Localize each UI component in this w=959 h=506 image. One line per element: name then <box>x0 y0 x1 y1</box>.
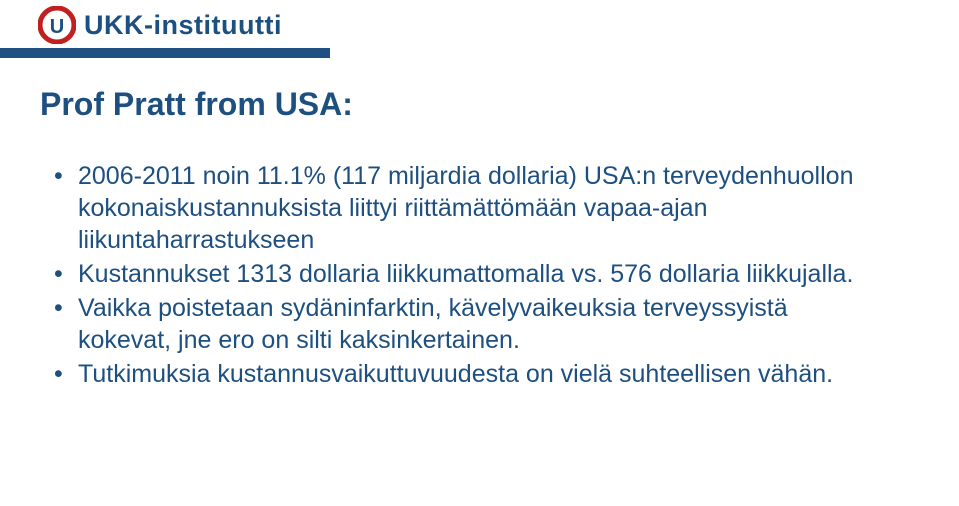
logo-icon: U <box>38 6 76 44</box>
slide: U UKK-instituutti Prof Pratt from USA: 2… <box>0 0 959 506</box>
logo-text: UKK-instituutti <box>84 10 282 41</box>
bullet-item: 2006-2011 noin 11.1% (117 miljardia doll… <box>54 160 874 256</box>
logo: U UKK-instituutti <box>38 6 282 44</box>
accent-bar <box>0 48 330 58</box>
bullet-list: 2006-2011 noin 11.1% (117 miljardia doll… <box>54 160 874 392</box>
bullet-item: Kustannukset 1313 dollaria liikkumattoma… <box>54 258 874 290</box>
slide-title: Prof Pratt from USA: <box>40 86 353 123</box>
svg-text:U: U <box>50 16 64 38</box>
bullet-item: Vaikka poistetaan sydäninfarktin, kävely… <box>54 292 874 356</box>
bullet-item: Tutkimuksia kustannusvaikuttuvuudesta on… <box>54 358 874 390</box>
